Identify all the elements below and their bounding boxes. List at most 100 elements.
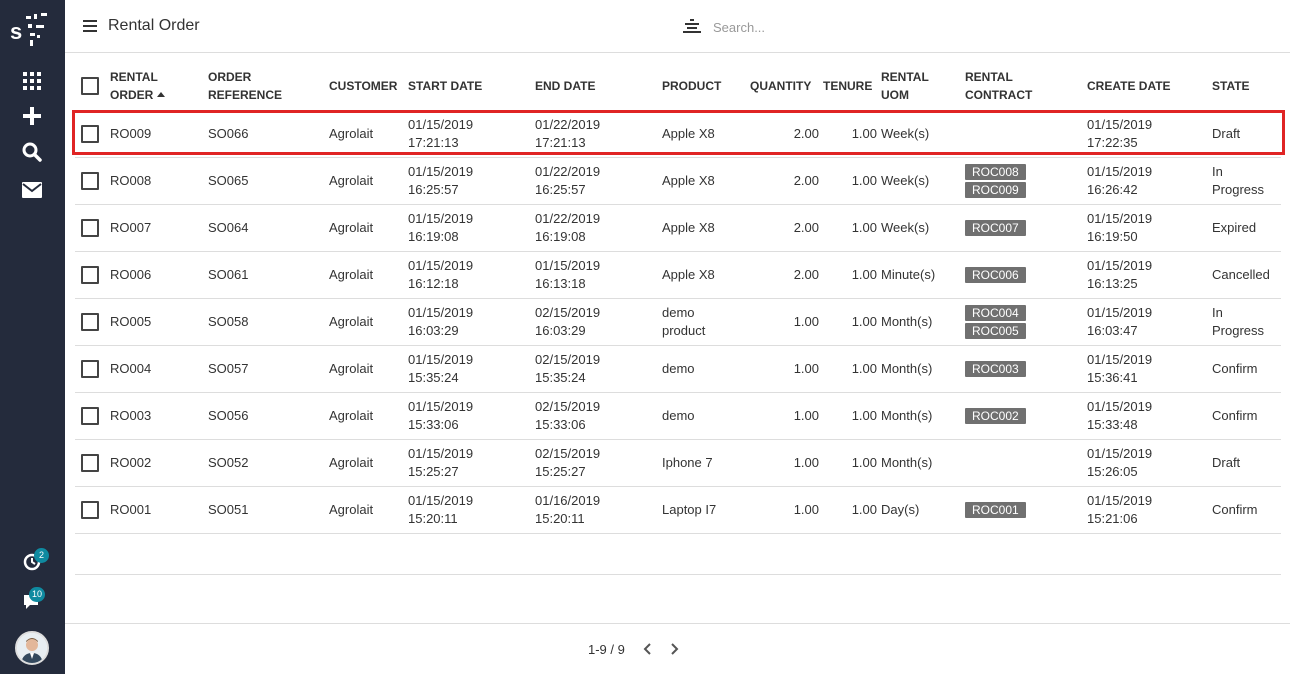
create-time: 15:33:48 xyxy=(1087,416,1138,432)
row-checkbox[interactable] xyxy=(81,218,99,237)
sort-ascending-icon xyxy=(157,91,166,97)
table-row[interactable]: RO002 SO052 Agrolait 01/15/2019 15:25:27 02/1… xyxy=(75,438,1281,486)
apps-grid-icon[interactable] xyxy=(20,69,44,93)
create-date: 01/15/2019 xyxy=(1087,304,1153,320)
rental-order-id: RO001 xyxy=(110,501,152,517)
rental-order-id: RO009 xyxy=(110,125,152,141)
row-checkbox[interactable] xyxy=(81,171,99,190)
quantity: 1.00 xyxy=(793,454,819,470)
create-time: 16:19:50 xyxy=(1087,228,1138,244)
next-page-icon[interactable] xyxy=(665,641,685,657)
end-date: 01/16/2019 xyxy=(535,492,601,508)
order-reference: SO056 xyxy=(208,407,249,423)
column-header-order-reference[interactable]: ORDER REFERENCE xyxy=(208,69,283,102)
search-input[interactable] xyxy=(713,17,973,37)
tenure: 1.00 xyxy=(851,501,877,517)
column-header-create-date[interactable]: CREATE DATE xyxy=(1087,78,1171,93)
product-name: demo product xyxy=(662,304,706,338)
rental-uom: Month(s) xyxy=(881,313,933,329)
start-date: 01/15/2019 xyxy=(408,257,474,273)
row-checkbox[interactable] xyxy=(81,124,99,143)
column-header-quantity[interactable]: QUANTITY xyxy=(750,78,812,93)
hamburger-menu-icon[interactable] xyxy=(83,20,97,32)
rental-contract-tag[interactable]: ROC008 xyxy=(965,163,1026,180)
row-checkbox[interactable] xyxy=(81,359,99,378)
row-checkbox[interactable] xyxy=(81,453,99,472)
column-header-end-date[interactable]: END DATE xyxy=(535,78,596,93)
rental-contract-tag[interactable]: ROC001 xyxy=(965,501,1026,518)
order-reference: SO065 xyxy=(208,172,249,188)
create-date: 01/15/2019 xyxy=(1087,351,1153,367)
table-row[interactable]: RO007 SO064 Agrolait 01/15/2019 16:19:08 01/2… xyxy=(75,203,1281,251)
quantity: 1.00 xyxy=(793,360,819,376)
table-row[interactable]: RO001 SO051 Agrolait 01/15/2019 15:20:11 01/1… xyxy=(75,485,1281,534)
rental-contract-tag[interactable]: ROC009 xyxy=(965,181,1026,198)
start-time: 15:20:11 xyxy=(408,510,458,526)
column-header-state[interactable]: STATE xyxy=(1212,78,1250,93)
select-all-checkbox[interactable] xyxy=(81,76,99,95)
row-checkbox[interactable] xyxy=(81,265,99,284)
rental-uom: Week(s) xyxy=(881,219,930,235)
table-row[interactable]: RO008 SO065 Agrolait 01/15/2019 16:25:57 01/2… xyxy=(75,156,1281,204)
create-time: 15:26:05 xyxy=(1087,463,1138,479)
product-name: Apple X8 xyxy=(662,172,715,188)
column-header-customer[interactable]: CUSTOMER xyxy=(329,78,398,93)
quantity: 1.00 xyxy=(793,313,819,329)
product-name: Laptop I7 xyxy=(662,501,717,517)
end-date: 02/15/2019 xyxy=(535,351,601,367)
app-logo[interactable]: s xyxy=(8,10,56,50)
customer-name: Agrolait xyxy=(329,219,374,235)
rental-contract-tag[interactable]: ROC005 xyxy=(965,322,1026,339)
rental-uom: Day(s) xyxy=(881,501,920,517)
top-header: Rental Order xyxy=(65,0,1290,53)
plus-icon[interactable] xyxy=(20,104,44,128)
rental-uom: Week(s) xyxy=(881,125,930,141)
activity-clock-icon[interactable]: 2 xyxy=(20,548,49,574)
user-avatar[interactable] xyxy=(15,631,49,665)
rental-contract-tag[interactable]: ROC007 xyxy=(965,219,1026,236)
rental-contract-tag[interactable]: ROC003 xyxy=(965,360,1026,377)
rental-contract-tag[interactable]: ROC006 xyxy=(965,266,1026,283)
end-date: 01/22/2019 xyxy=(535,116,601,132)
table-row[interactable]: RO005 SO058 Agrolait 01/15/2019 16:03:29 02/1… xyxy=(75,297,1281,345)
state-label: Confirm xyxy=(1212,407,1258,423)
row-checkbox[interactable] xyxy=(81,312,99,331)
column-header-rental-contract[interactable]: RENTAL CONTRACT xyxy=(965,69,1033,102)
table-row[interactable]: RO006 SO061 Agrolait 01/15/2019 16:12:18 01/1… xyxy=(75,250,1281,298)
start-date: 01/15/2019 xyxy=(408,304,474,320)
column-header-start-date[interactable]: START DATE xyxy=(408,78,483,93)
table-row[interactable]: RO004 SO057 Agrolait 01/15/2019 15:35:24 02/1… xyxy=(75,344,1281,392)
create-date: 01/15/2019 xyxy=(1087,116,1153,132)
state-label: In Progress xyxy=(1212,304,1265,338)
row-checkbox[interactable] xyxy=(81,500,99,519)
start-time: 15:25:27 xyxy=(408,463,459,479)
create-date: 01/15/2019 xyxy=(1087,163,1153,179)
table-row[interactable]: RO003 SO056 Agrolait 01/15/2019 15:33:06 02/1… xyxy=(75,391,1281,439)
rental-order-list: RENTAL ORDER ORDER REFERENCE CUSTOMER STAR… xyxy=(75,62,1281,534)
search-bar[interactable] xyxy=(683,17,983,37)
row-checkbox[interactable] xyxy=(81,406,99,425)
column-header-rental-order[interactable]: RENTAL ORDER xyxy=(110,62,208,110)
table-row[interactable]: RO009 SO066 Agrolait 01/15/2019 17:21:13 01/2… xyxy=(75,109,1281,157)
filter-icon[interactable] xyxy=(683,19,701,35)
column-header-product[interactable]: PRODUCT xyxy=(662,78,722,93)
state-label: In Progress xyxy=(1212,163,1265,197)
customer-name: Agrolait xyxy=(329,172,374,188)
rental-contract-tag[interactable]: ROC002 xyxy=(965,407,1026,424)
messages-chat-icon[interactable]: 10 xyxy=(20,587,46,614)
end-date: 01/15/2019 xyxy=(535,257,601,273)
state-label: Draft xyxy=(1212,125,1241,141)
search-icon[interactable] xyxy=(20,140,44,164)
rental-contract-tag[interactable]: ROC004 xyxy=(965,304,1026,321)
order-reference: SO066 xyxy=(208,125,249,141)
start-date: 01/15/2019 xyxy=(408,351,474,367)
column-header-tenure[interactable]: TENURE xyxy=(823,78,873,93)
messages-badge: 10 xyxy=(29,587,46,602)
start-time: 16:03:29 xyxy=(408,322,459,338)
column-header-rental-uom[interactable]: RENTAL UOM xyxy=(881,69,929,102)
previous-page-icon[interactable] xyxy=(637,641,657,657)
end-time: 15:25:27 xyxy=(535,463,586,479)
create-date: 01/15/2019 xyxy=(1087,210,1153,226)
customer-name: Agrolait xyxy=(329,313,374,329)
mail-icon[interactable] xyxy=(20,178,44,202)
